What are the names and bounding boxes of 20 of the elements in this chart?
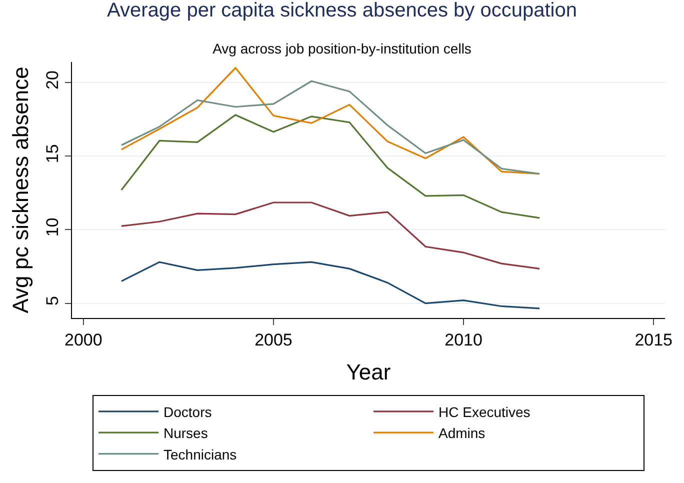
legend-label: HC Executives: [438, 404, 530, 420]
x-tick-label: 2010: [444, 330, 482, 350]
legend-label: Admins: [438, 425, 486, 442]
legend-label: Doctors: [164, 404, 212, 420]
x-tick-label: 2005: [254, 330, 292, 350]
y-axis-title: Avg pc sickness absence: [8, 66, 33, 314]
chart-subtitle: Avg across job position-by-institution cells: [212, 40, 472, 57]
line-series: [120, 202, 540, 270]
x-axis-title: Year: [346, 359, 391, 384]
legend-label: Nurses: [164, 425, 208, 442]
legend-label: Technicians: [164, 446, 237, 462]
line-series: [120, 261, 540, 310]
y-tick-label: 5: [43, 296, 62, 306]
x-tick-label: 2000: [64, 330, 102, 350]
chart-title: Average per capita sickness absences by occupation: [107, 0, 577, 22]
y-tick-label: 20: [43, 70, 62, 90]
y-tick-label: 15: [43, 144, 62, 164]
y-tick-label: 10: [43, 218, 62, 237]
x-tick-label: 2015: [634, 330, 673, 350]
line-series: [120, 114, 540, 219]
